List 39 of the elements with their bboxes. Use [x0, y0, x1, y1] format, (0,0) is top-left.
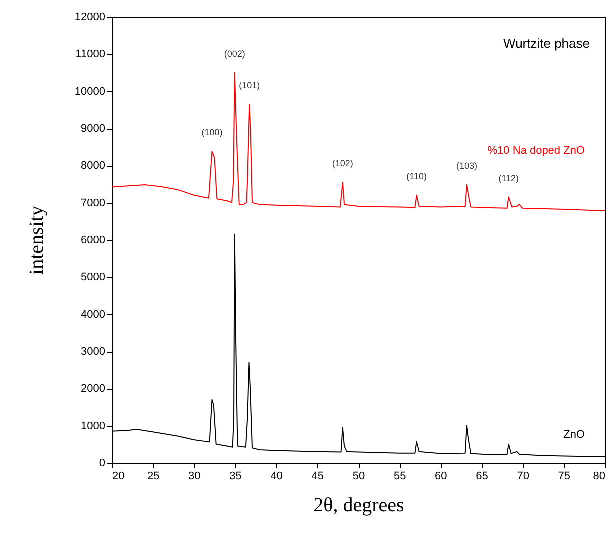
y-tick-label: 9000 — [81, 123, 106, 135]
annotation: (101) — [239, 80, 260, 90]
annotation: (110) — [406, 171, 428, 182]
x-tick-label: 25 — [147, 470, 160, 482]
series-label: ZnO — [564, 429, 586, 442]
y-tick-label: 2000 — [81, 383, 106, 396]
x-tick-label: 20 — [112, 470, 125, 482]
x-tick-label: 65 — [476, 470, 488, 482]
y-tick-label: 12000 — [74, 12, 106, 24]
x-tick-label: 40 — [270, 470, 283, 482]
y-tick-label: 0 — [99, 458, 106, 470]
x-tick-label: 60 — [435, 470, 448, 482]
x-tick-label: 75 — [558, 470, 571, 482]
y-axis-title: intensity — [26, 206, 48, 275]
y-tick-label: 6000 — [81, 234, 106, 246]
x-tick-label: 45 — [312, 470, 324, 482]
line-series — [112, 72, 605, 212]
x-tick-label: 80 — [593, 470, 606, 482]
text: %10 Na doped ZnO — [488, 145, 586, 158]
x-tick-label: 55 — [394, 470, 406, 482]
y-tick-label: 11000 — [76, 48, 106, 61]
annotation: (002) — [224, 48, 246, 59]
x-tick-label: 50 — [352, 470, 366, 482]
x-tick-label: 30 — [188, 470, 201, 482]
y-tick-label: 7000 — [81, 197, 106, 210]
annotation: (100) — [202, 128, 223, 138]
annotation: (102) — [332, 158, 354, 168]
y-tick-label: 1000 — [81, 420, 106, 432]
y-tick-label: 8000 — [81, 160, 106, 172]
annotation: (103) — [456, 160, 478, 171]
y-tick-label: 10000 — [74, 86, 106, 98]
x-axis-title: 2θ, degrees — [314, 494, 405, 516]
y-tick-label: 3000 — [81, 346, 106, 358]
y-tick-label: 4000 — [81, 308, 106, 321]
x-tick-label: 35 — [230, 470, 242, 482]
y-tick-label: 5000 — [81, 272, 106, 284]
annotation: Wurtzite phase — [504, 36, 590, 51]
annotation: (112) — [498, 173, 520, 184]
x-tick-label: 70 — [517, 470, 530, 482]
